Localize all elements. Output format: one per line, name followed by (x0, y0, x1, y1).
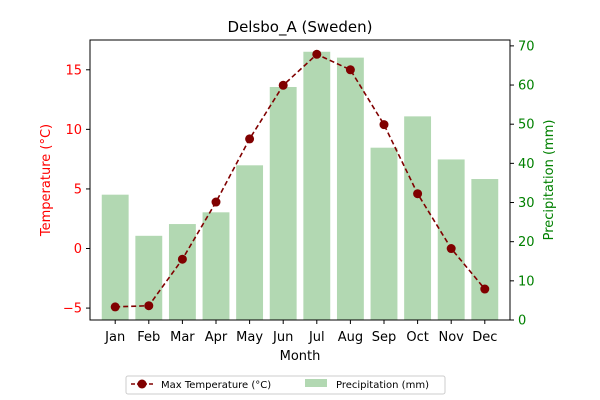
legend-label-temperature: Max Temperature (°C) (161, 380, 271, 391)
x-axis: Jan Feb Mar Apr May Jun Jul Aug Sep Oct Nov Dec (104, 320, 497, 345)
left-axis: −5 0 5 10 15 (63, 63, 90, 317)
legend-bar-swatch (305, 379, 327, 387)
legend-marker-swatch (137, 379, 147, 389)
precip-bar-may (236, 165, 264, 320)
legend: Max Temperature (°C) Precipitation (mm) (125, 375, 446, 395)
right-axis-title: Precipitation (mm) (542, 120, 557, 241)
left-tick-label: 10 (65, 123, 82, 138)
temp-point-feb (144, 301, 154, 311)
precip-bar-oct (404, 116, 432, 320)
temp-point-jul (312, 49, 322, 59)
temperature-line (110, 49, 490, 312)
chart-title: Delsbo_A (Sweden) (228, 18, 373, 37)
precip-bar-nov (437, 159, 465, 320)
temp-point-dec (480, 284, 490, 294)
left-axis-title: Temperature (°C) (39, 124, 54, 237)
legend-frame (125, 375, 446, 395)
right-tick-label: 30 (518, 196, 535, 211)
temp-point-aug (345, 65, 355, 75)
x-tick-label: Jun (272, 330, 293, 345)
left-tick-label: −5 (63, 302, 82, 317)
temp-point-may (245, 134, 255, 144)
temp-point-nov (446, 244, 456, 254)
temp-point-jun (278, 80, 288, 90)
right-tick-label: 60 (518, 79, 535, 94)
right-tick-label: 20 (518, 235, 535, 250)
left-tick-label: 15 (65, 63, 82, 78)
temp-point-mar (177, 254, 187, 264)
precip-bar-jun (269, 86, 297, 320)
x-tick-label: Oct (406, 330, 428, 345)
right-axis: 0 10 20 30 40 50 60 70 (510, 39, 535, 329)
precip-bar-sep (370, 147, 398, 320)
x-tick-label: Sep (372, 330, 397, 345)
right-tick-label: 70 (518, 39, 535, 54)
temperature-polyline (115, 53, 486, 308)
x-tick-label: May (236, 330, 263, 345)
temp-point-sep (379, 120, 389, 130)
right-tick-label: 40 (518, 157, 535, 172)
precip-bar-dec (471, 179, 499, 320)
x-tick-label: Mar (170, 330, 195, 345)
x-tick-label: Dec (472, 330, 497, 345)
x-tick-label: Jul (308, 330, 325, 345)
x-tick-label: Feb (137, 330, 160, 345)
right-tick-label: 10 (518, 274, 535, 289)
precip-bar-apr (202, 212, 230, 320)
precip-bar-jan (101, 194, 129, 320)
temp-point-jan (110, 302, 120, 312)
x-axis-title: Month (280, 349, 321, 364)
temp-point-oct (413, 189, 423, 199)
right-tick-label: 0 (518, 314, 526, 329)
legend-label-precipitation: Precipitation (mm) (336, 380, 429, 391)
x-tick-label: Aug (338, 330, 363, 345)
plot-frame (89, 39, 511, 321)
left-tick-label: 0 (74, 242, 82, 257)
x-tick-label: Jan (104, 330, 125, 345)
x-tick-label: Apr (205, 330, 228, 345)
precip-bar-aug (336, 57, 364, 321)
precipitation-bars (101, 51, 499, 321)
right-tick-label: 50 (518, 118, 535, 133)
temp-point-apr (211, 197, 221, 207)
x-tick-label: Nov (439, 330, 465, 345)
precip-bar-jul (303, 51, 331, 320)
left-tick-label: 5 (74, 182, 82, 197)
